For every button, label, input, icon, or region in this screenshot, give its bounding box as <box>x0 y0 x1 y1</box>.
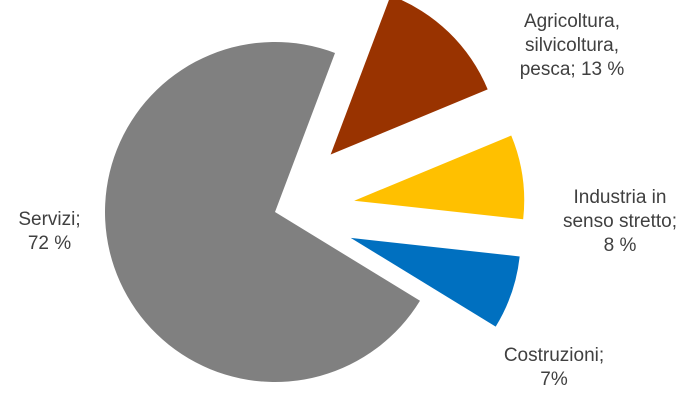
slice-label-agricoltura: Agricoltura, silvicoltura, pesca; 13 % <box>497 10 647 82</box>
slice-label-servizi-line-1: Servizi; <box>18 209 81 230</box>
slice-label-industria: Industria in senso stretto; 8 % <box>545 186 690 258</box>
pie-slice-industria <box>354 135 525 220</box>
slice-label-servizi-line-2: 72 % <box>27 233 72 254</box>
slice-label-industria-line-2: senso stretto; <box>562 211 678 232</box>
pie-slice-costruzioni <box>350 237 520 327</box>
slice-label-industria-line-1: Industria in <box>573 187 667 208</box>
slice-label-costruzioni: Costruzioni; 7% <box>484 344 624 392</box>
slice-label-industria-line-3: 8 % <box>603 235 637 256</box>
slice-label-agricoltura-line-1: Agricoltura, <box>523 11 621 32</box>
slice-label-costruzioni-line-1: Costruzioni; <box>503 345 605 366</box>
slice-label-agricoltura-line-2: silvicoltura, <box>525 35 619 56</box>
slice-label-agricoltura-line-3: pesca; 13 % <box>519 59 625 80</box>
pie-slice-servizi <box>105 42 420 382</box>
slice-label-servizi: Servizi; 72 % <box>2 208 97 256</box>
slice-label-costruzioni-line-2: 7% <box>540 369 568 390</box>
pie-slice-agricoltura <box>330 0 488 155</box>
